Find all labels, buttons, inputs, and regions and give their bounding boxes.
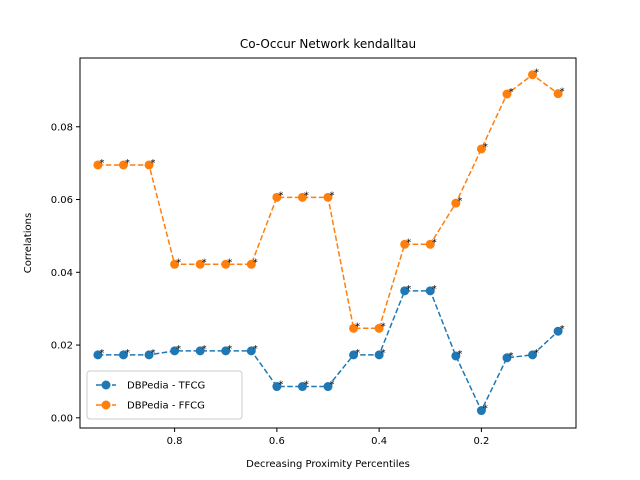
data-annotation: * xyxy=(560,87,565,98)
data-annotation: * xyxy=(483,404,488,415)
data-point xyxy=(323,382,333,392)
data-annotation: * xyxy=(99,158,104,169)
data-point xyxy=(528,350,538,360)
data-point xyxy=(425,239,435,249)
data-annotation: * xyxy=(508,351,513,362)
data-annotation: * xyxy=(406,284,411,295)
data-annotation: * xyxy=(278,190,283,201)
y-tick-label: 0.08 xyxy=(51,122,73,133)
data-point xyxy=(374,323,384,333)
data-point xyxy=(400,239,410,249)
data-annotation: * xyxy=(125,348,130,359)
data-point xyxy=(553,326,563,336)
data-point xyxy=(451,351,461,361)
data-annotation: * xyxy=(253,344,258,355)
data-annotation: * xyxy=(202,257,207,268)
data-point xyxy=(425,286,435,296)
data-annotation: * xyxy=(202,344,207,355)
legend-box xyxy=(86,370,243,420)
data-point xyxy=(93,160,103,170)
data-annotation: * xyxy=(457,196,462,207)
data-annotation: * xyxy=(304,380,309,391)
data-annotation: * xyxy=(534,68,539,79)
data-annotation: * xyxy=(381,321,386,332)
data-annotation: * xyxy=(253,257,258,268)
data-annotation: * xyxy=(278,380,283,391)
data-annotation: * xyxy=(99,348,104,359)
legend-label: DBPedia - TFCG xyxy=(127,381,205,392)
x-tick-label: 0.6 xyxy=(269,436,285,447)
data-point xyxy=(144,350,154,360)
x-tick-label: 0.8 xyxy=(167,436,183,447)
data-point xyxy=(374,350,384,360)
legend-marker xyxy=(101,400,111,410)
data-point xyxy=(502,353,512,363)
axes: 0.8 0.6 0.4 0.2 0.00 0.02 0.04 0.06 0.08 xyxy=(51,122,490,447)
data-point xyxy=(476,144,486,154)
data-point xyxy=(272,192,282,202)
data-point xyxy=(246,259,256,269)
data-point xyxy=(476,406,486,416)
data-annotation: * xyxy=(330,190,335,201)
y-tick-label: 0.06 xyxy=(51,195,73,206)
data-point xyxy=(246,346,256,356)
y-axis-label: Correlations xyxy=(23,213,34,273)
legend-marker xyxy=(101,380,111,390)
data-annotation: * xyxy=(227,344,232,355)
x-tick-label: 0.2 xyxy=(473,436,489,447)
legend-label: DBPedia - FFCG xyxy=(127,401,205,412)
data-point xyxy=(553,89,563,99)
plot-area-frame xyxy=(79,57,577,429)
data-annotation: * xyxy=(125,158,130,169)
plot-marks: * * * * * * * * * * * * * * * * * * * * * * * * * * * * * * * * * * * * * * xyxy=(93,68,565,416)
data-point xyxy=(502,89,512,99)
data-annotation: * xyxy=(176,344,181,355)
y-tick-label: 0.02 xyxy=(51,341,73,352)
data-point xyxy=(400,286,410,296)
data-point xyxy=(118,160,128,170)
data-annotation: * xyxy=(560,324,565,335)
data-annotation: * xyxy=(432,237,437,248)
data-annotation: * xyxy=(330,380,335,391)
data-point xyxy=(349,350,359,360)
data-point xyxy=(349,323,359,333)
data-annotation: * xyxy=(534,348,539,359)
data-point xyxy=(297,192,307,202)
data-annotation: * xyxy=(406,237,411,248)
data-annotation: * xyxy=(227,257,232,268)
y-tick-label: 0.00 xyxy=(51,413,73,424)
data-point xyxy=(451,198,461,208)
data-point xyxy=(272,382,282,392)
data-annotation: * xyxy=(483,142,488,153)
y-tick-label: 0.04 xyxy=(51,268,73,279)
data-point xyxy=(221,259,231,269)
data-point xyxy=(144,160,154,170)
data-point xyxy=(93,350,103,360)
data-point xyxy=(297,382,307,392)
data-point xyxy=(118,350,128,360)
legend: DBPedia - TFCG DBPedia - FFCG xyxy=(86,370,243,420)
data-annotation: * xyxy=(176,257,181,268)
chart-title: Co-Occur Network kendalltau xyxy=(240,37,416,51)
x-axis-label: Decreasing Proximity Percentiles xyxy=(246,459,410,470)
data-annotation: * xyxy=(508,87,513,98)
data-point xyxy=(170,259,180,269)
data-annotation: * xyxy=(151,348,156,359)
data-annotation: * xyxy=(355,321,360,332)
data-annotation: * xyxy=(355,348,360,359)
data-annotation: * xyxy=(457,349,462,360)
data-annotation: * xyxy=(432,284,437,295)
data-point xyxy=(528,70,538,80)
data-point xyxy=(221,346,231,356)
data-annotation: * xyxy=(151,158,156,169)
data-point xyxy=(170,346,180,356)
data-point xyxy=(195,259,205,269)
data-annotation: * xyxy=(381,348,386,359)
x-tick-label: 0.4 xyxy=(371,436,387,447)
data-point xyxy=(323,192,333,202)
data-point xyxy=(195,346,205,356)
data-annotation: * xyxy=(304,190,309,201)
